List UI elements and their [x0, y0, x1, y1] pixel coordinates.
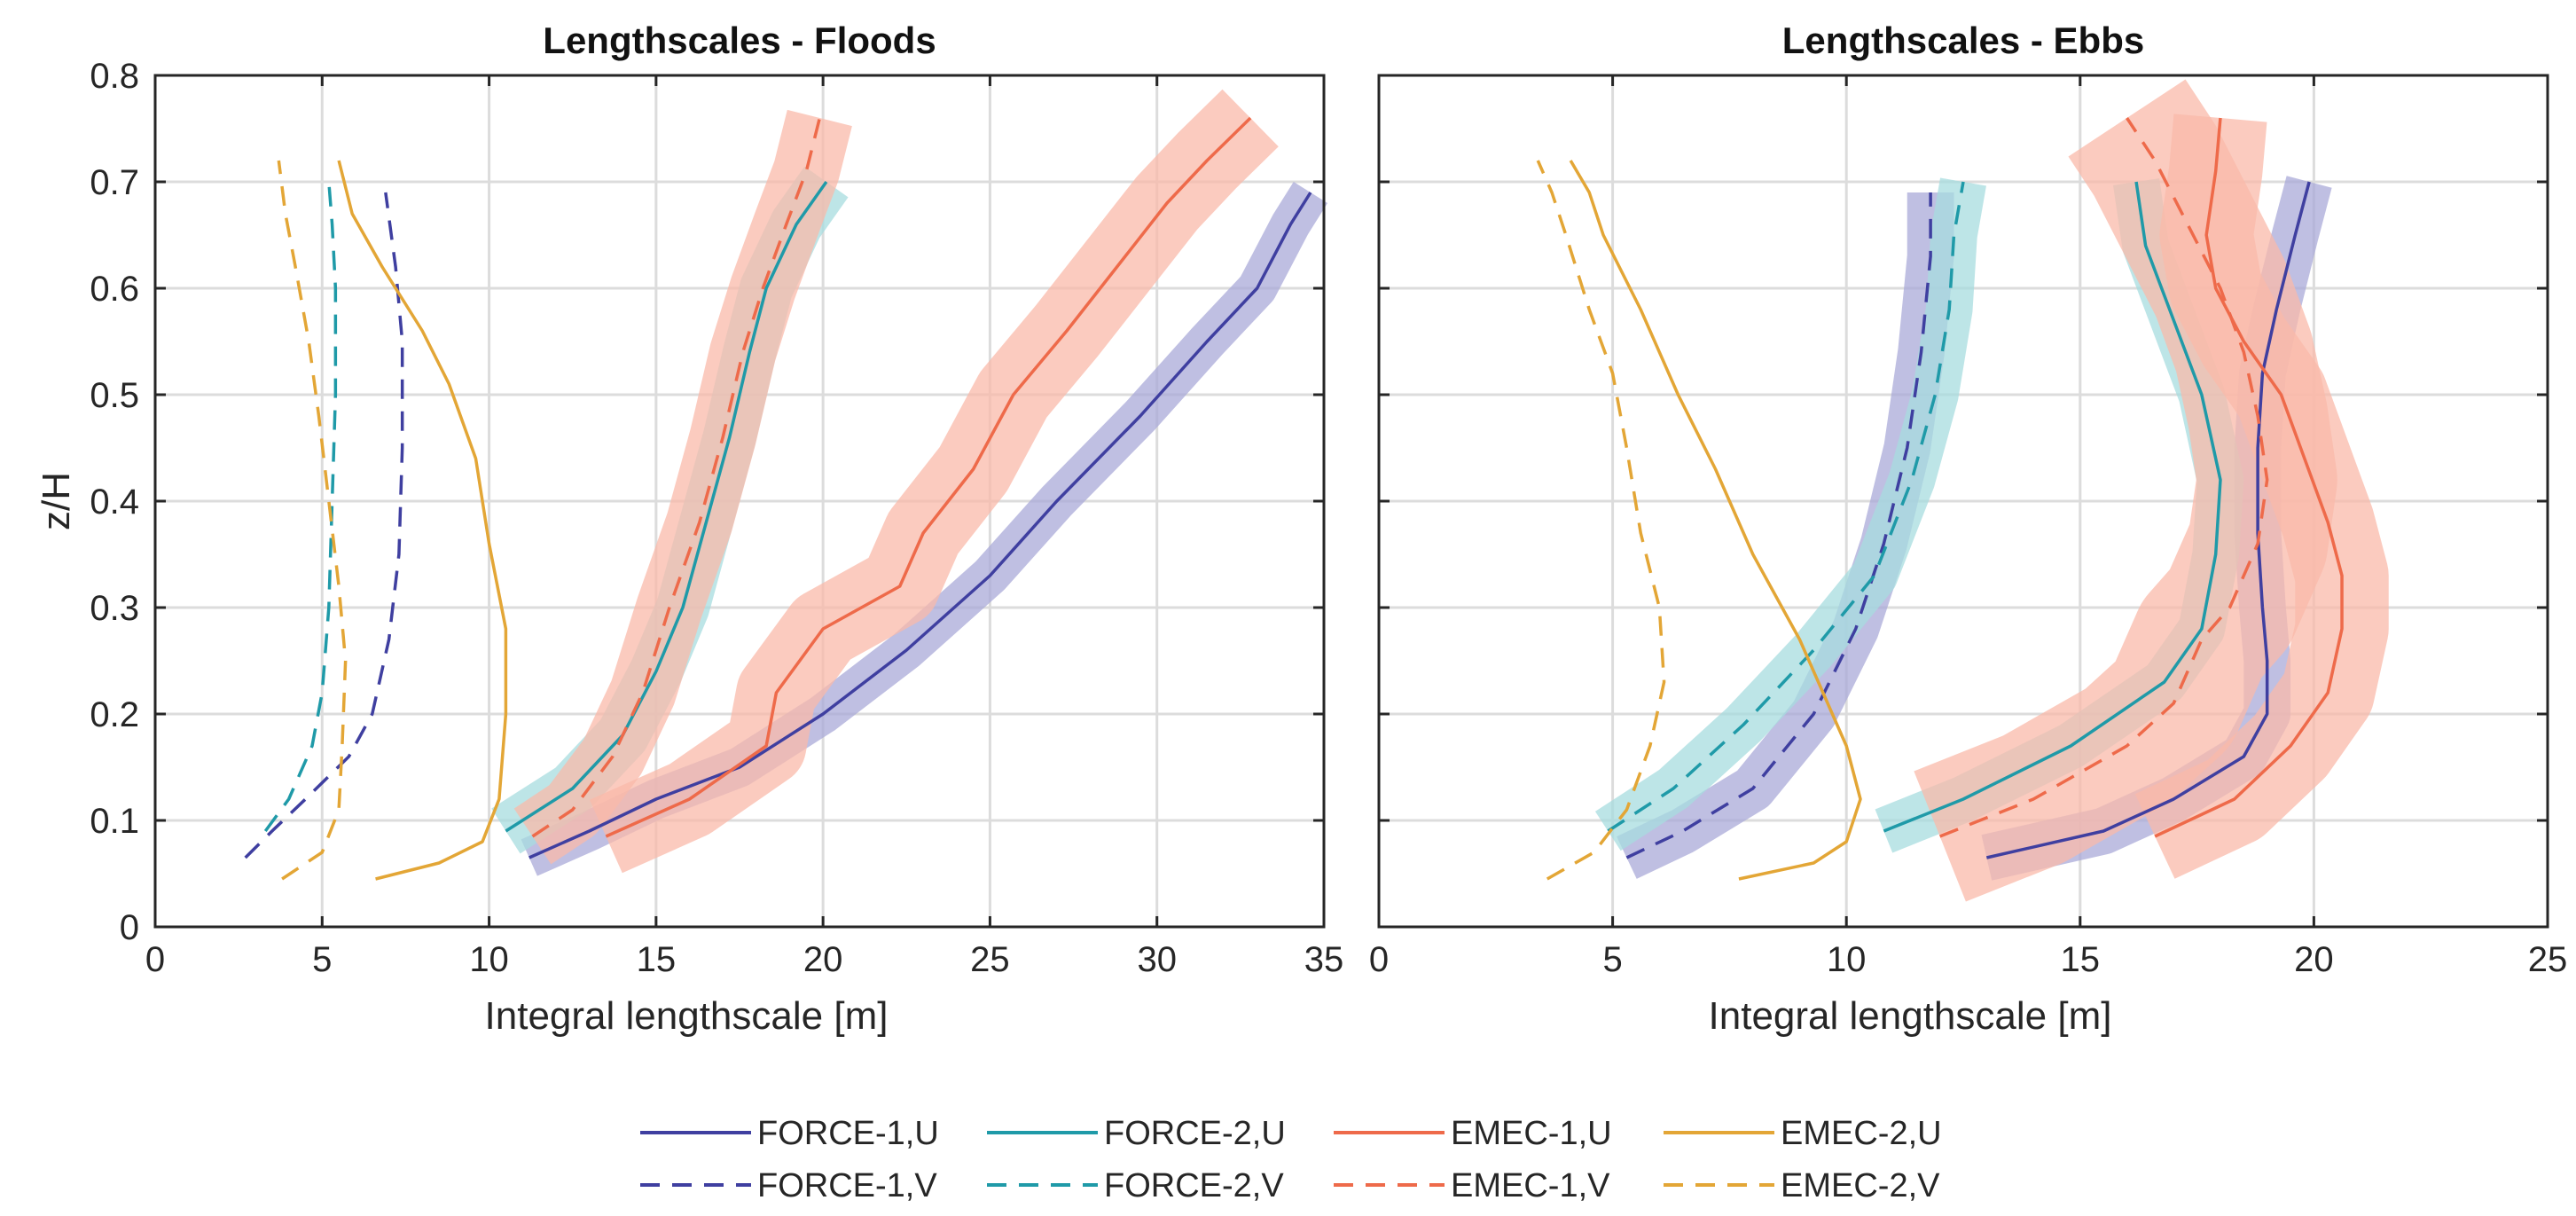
legend-item-force-1-v: FORCE-1,V	[640, 1167, 937, 1204]
legend-label: EMEC-2,V	[1781, 1167, 1940, 1204]
ebbs-panel: 0 5 10 15 20 25 Lengthscales - Ebbs Integral le…	[1369, 20, 2567, 1038]
x-tick-label: 10	[469, 940, 509, 979]
series-line-emec-1-v	[531, 117, 822, 838]
legend-item-force-2-v: FORCE-2,V	[987, 1167, 1284, 1204]
x-tick-label: 25	[970, 940, 1010, 979]
x-tick-label: 20	[803, 940, 843, 979]
legend-item-force-2-u: FORCE-2,U	[987, 1115, 1286, 1152]
x-tick-label: 15	[2061, 940, 2101, 979]
x-tick-label: 0	[145, 940, 165, 979]
legend-item-emec-2-v: EMEC-2,V	[1664, 1167, 1940, 1204]
series-line-emec-2-v	[1536, 160, 1666, 881]
series-lines	[244, 116, 1312, 881]
series-line-force-2-v	[263, 181, 338, 833]
chart-title: Lengthscales - Floods	[543, 20, 936, 61]
x-tick-label: 35	[1304, 940, 1344, 979]
x-tick-label: 10	[1827, 940, 1867, 979]
legend-item-emec-2-u: EMEC-2,U	[1664, 1115, 1942, 1152]
series-line-emec-2-u	[1569, 160, 1862, 881]
legend-label: FORCE-2,U	[1104, 1115, 1286, 1152]
legend: FORCE-1,U FORCE-2,U EMEC-1,U EMEC-2,U FORCE-…	[640, 1115, 1942, 1204]
legend-label: FORCE-2,V	[1104, 1167, 1284, 1204]
y-tick-label: 0.1	[90, 802, 139, 841]
y-tick-label: 0.2	[90, 695, 139, 734]
y-tick-label: 0	[120, 908, 139, 947]
series-line-emec-2-u	[337, 160, 508, 881]
tick-marks	[1377, 74, 2549, 929]
series-line-force-1-v	[244, 192, 404, 859]
series-lines	[1536, 117, 2344, 881]
x-tick-label: 15	[637, 940, 677, 979]
y-tick-label: 0.7	[90, 163, 139, 202]
x-tick-label: 25	[2528, 940, 2568, 979]
x-tick-label: 5	[312, 940, 332, 979]
x-axis-label: Integral lengthscale [m]	[1709, 994, 2112, 1038]
y-tick-labels: 0 0.1 0.2 0.3 0.4 0.5 0.6 0.7 0.8	[90, 57, 139, 947]
x-axis-label: Integral lengthscale [m]	[485, 994, 889, 1038]
y-tick-label: 0.4	[90, 482, 139, 522]
series-line-emec-1-u	[605, 116, 1252, 838]
series-line-emec-1-u	[2154, 117, 2344, 838]
series-line-force-1-u	[1985, 181, 2311, 859]
y-tick-label: 0.8	[90, 57, 139, 96]
floods-panel: 0 5 10 15 20 25 30 35 0 0.1 0.2 0.3 0.4 0.5 0.6 0.7 0.8 L…	[35, 20, 1343, 1038]
legend-label: EMEC-2,U	[1781, 1115, 1942, 1152]
legend-item-emec-1-v: EMEC-1,V	[1334, 1167, 1610, 1204]
series-line-force-2-u	[505, 180, 828, 833]
y-axis-label: z/H	[35, 472, 78, 530]
legend-label: FORCE-1,U	[757, 1115, 939, 1152]
x-tick-label: 0	[1369, 940, 1389, 979]
legend-label: EMEC-1,V	[1451, 1167, 1610, 1204]
x-tick-label: 5	[1602, 940, 1622, 979]
y-tick-label: 0.6	[90, 270, 139, 309]
x-tick-labels: 0 5 10 15 20 25 30 35	[145, 940, 1343, 979]
series-line-force-2-v	[1607, 181, 1965, 833]
y-tick-label: 0.3	[90, 589, 139, 628]
series-line-force-2-u	[1883, 181, 2222, 833]
legend-item-emec-1-u: EMEC-1,U	[1334, 1115, 1612, 1152]
tick-marks	[153, 74, 1326, 929]
series-line-emec-1-v	[1938, 117, 2269, 838]
x-tick-label: 20	[2294, 940, 2334, 979]
x-tick-label: 30	[1137, 940, 1177, 979]
y-tick-label: 0.5	[90, 376, 139, 415]
series-line-force-1-v	[1625, 192, 1932, 859]
chart-title: Lengthscales - Ebbs	[1782, 20, 2144, 61]
legend-label: EMEC-1,U	[1451, 1115, 1612, 1152]
legend-label: FORCE-1,V	[757, 1167, 937, 1204]
legend-item-force-1-u: FORCE-1,U	[640, 1115, 939, 1152]
x-tick-labels: 0 5 10 15 20 25	[1369, 940, 2567, 979]
series-line-force-1-u	[529, 192, 1312, 859]
series-line-emec-2-v	[277, 160, 348, 881]
